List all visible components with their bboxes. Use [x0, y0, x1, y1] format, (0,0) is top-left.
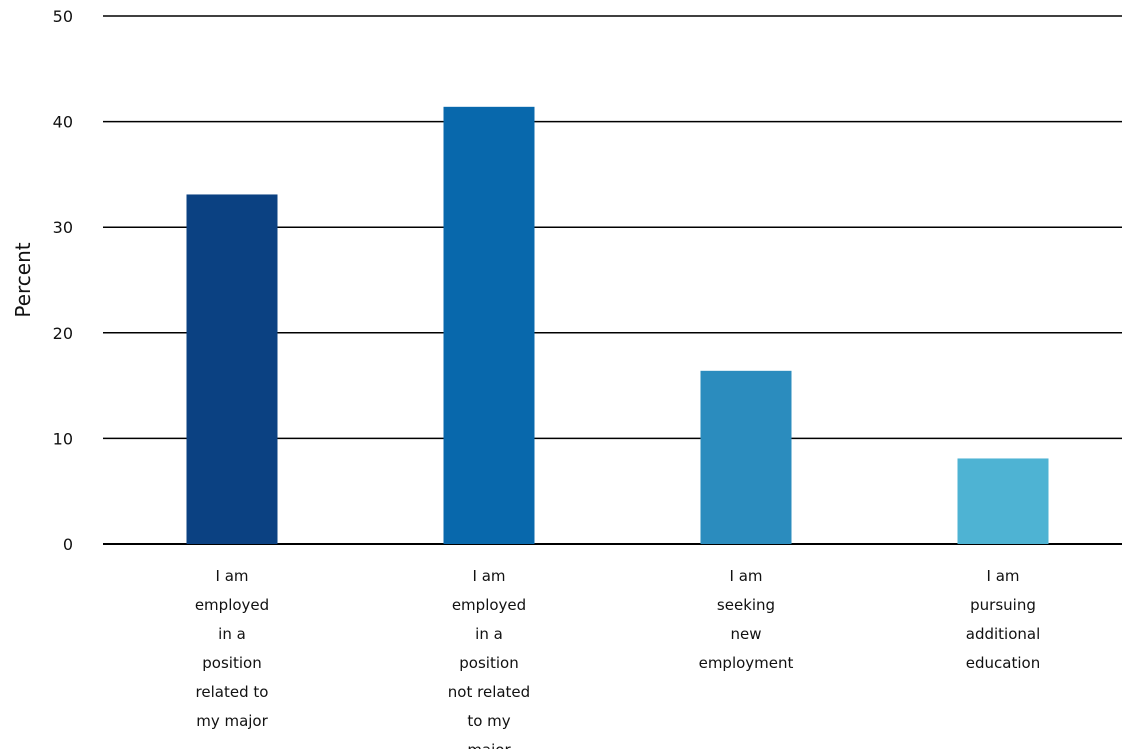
x-category-label: I am employed in a position not related to my…: [448, 567, 530, 749]
x-category-label: I am seeking new employment: [699, 567, 794, 672]
y-tick-label: 10: [53, 429, 73, 448]
y-tick-label: 0: [63, 535, 73, 554]
x-category-labels: I am employed in a position related to my maj…: [195, 567, 1040, 749]
y-tick-label: 30: [53, 218, 73, 237]
x-category-label: I am pursuing additional education: [966, 567, 1041, 672]
bar: [700, 370, 792, 544]
bar: [957, 458, 1049, 544]
y-tick-labels: 0 10 20 30 40 50: [53, 7, 73, 554]
bars: [186, 106, 1049, 545]
bar: [186, 194, 278, 545]
y-tick-label: 20: [53, 324, 73, 343]
y-tick-label: 40: [53, 113, 73, 132]
bar: [443, 106, 535, 544]
x-category-label: I am employed in a position related to my maj…: [195, 567, 269, 730]
y-tick-label: 50: [53, 7, 73, 26]
y-axis-label: Percent: [11, 242, 35, 317]
